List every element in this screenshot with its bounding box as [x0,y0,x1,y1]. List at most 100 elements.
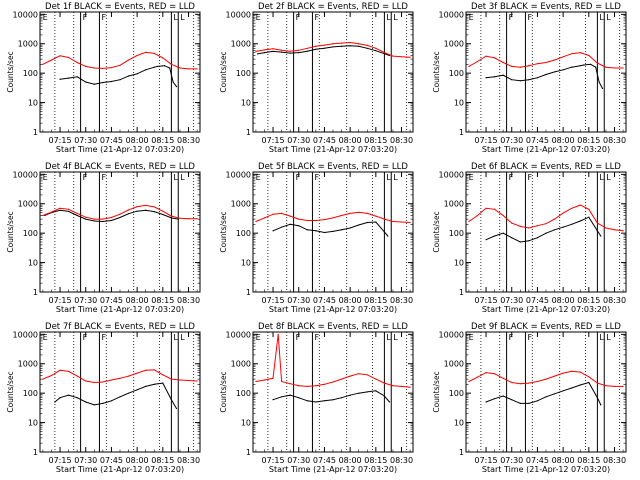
data-point-lld [579,371,581,373]
marker-label: L [173,333,178,342]
x-tick-label: 08:00 [126,456,149,465]
data-point-lld [315,385,317,387]
data-point-lld [153,206,155,208]
data-point-events [388,401,391,403]
data-point-lld [392,385,394,387]
data-point-events [511,237,513,239]
marker-label: F [296,173,301,182]
data-point-events [315,230,317,232]
y-tick-label: 10000 [439,170,464,179]
y-tick-label: 10000 [13,170,38,179]
y-axis-label: Counts/sec [432,211,441,252]
y-tick-label: 1 [246,128,251,137]
data-point-lld [511,65,513,67]
marker-label: E [43,13,48,22]
data-point-lld [315,45,317,47]
data-point-lld [119,377,121,379]
data-point-events [545,73,547,76]
data-point-events [175,407,178,410]
data-point-lld [59,55,61,57]
data-point-events [102,402,104,404]
x-tick-label: 07:30 [74,456,97,465]
y-tick-label: 10000 [226,170,251,179]
x-tick-label: 08:15 [577,456,600,465]
data-point-lld [596,222,598,224]
x-tick-label: 07:30 [287,456,310,465]
y-tick-label: 10000 [13,330,38,339]
data-point-lld [162,57,164,59]
data-point-lld [179,217,181,219]
data-point-lld [110,379,113,381]
x-tick-label: 08:15 [364,136,387,145]
data-point-events [315,401,317,403]
data-point-lld [519,66,521,68]
data-point-events [494,235,496,237]
x-tick-label: 08:30 [177,456,200,465]
data-point-events [136,73,138,75]
data-point-events [59,209,61,211]
x-tick-label: 08:30 [177,136,200,145]
panel-title: Det 8f BLACK = Events, RED = LLD [258,322,408,332]
x-tick-label: 07:30 [287,136,310,145]
marker-label: L [386,173,391,182]
data-point-events [59,397,61,399]
data-point-events [553,71,556,73]
data-point-lld [502,61,504,64]
x-axis-label: Start Time (21-Apr-12 07:03:20) [269,305,397,314]
y-tick-label: 1000 [231,40,251,49]
data-point-events [93,83,95,85]
data-point-lld [119,64,121,66]
data-point-lld [162,210,164,212]
y-tick-label: 1000 [444,360,464,369]
x-tick-label: 08:30 [390,456,413,465]
data-point-lld [170,215,172,217]
data-point-lld [187,379,190,382]
plot-frame [465,171,627,293]
data-point-events [553,393,556,395]
data-point-lld [110,216,113,219]
data-point-events [272,50,274,52]
data-point-lld [468,220,470,223]
data-point-lld [588,208,590,210]
data-point-lld [545,378,547,380]
data-point-events [289,394,291,396]
data-point-lld [375,47,377,49]
data-point-lld [409,221,411,224]
y-tick-label: 1 [33,448,38,457]
data-point-lld [400,385,403,387]
x-tick-label: 08:30 [390,136,413,145]
data-point-lld [42,63,44,65]
data-point-lld [289,50,291,52]
data-point-events [502,395,504,397]
data-point-lld [392,55,394,57]
marker-label: E [469,13,474,22]
y-tick-label: 10 [454,419,464,428]
data-point-lld [255,380,257,383]
data-point-lld [409,386,411,388]
data-point-events [519,402,521,404]
x-tick-label: 08:00 [126,136,149,145]
series-line-events [485,381,602,406]
x-tick-label: 08:30 [603,296,626,305]
y-tick-label: 100 [449,229,464,238]
data-point-events [315,48,317,50]
data-point-events [562,390,564,392]
y-tick-label: 10 [241,259,251,268]
data-point-events [281,396,283,398]
marker-label: L [386,333,391,342]
data-point-lld [306,219,308,222]
data-point-lld [596,382,598,384]
data-point-lld [153,369,155,371]
x-tick-label: 08:00 [339,136,362,145]
data-point-lld [136,372,138,374]
data-point-lld [536,380,539,383]
plot-frame [465,331,627,453]
data-point-lld [272,48,274,50]
data-point-events [349,394,351,396]
data-point-lld [85,380,87,382]
data-point-events [323,400,326,402]
series-line-events [54,382,177,409]
data-point-events [162,213,164,216]
marker-label: L [180,13,185,22]
data-point-lld [332,43,334,45]
